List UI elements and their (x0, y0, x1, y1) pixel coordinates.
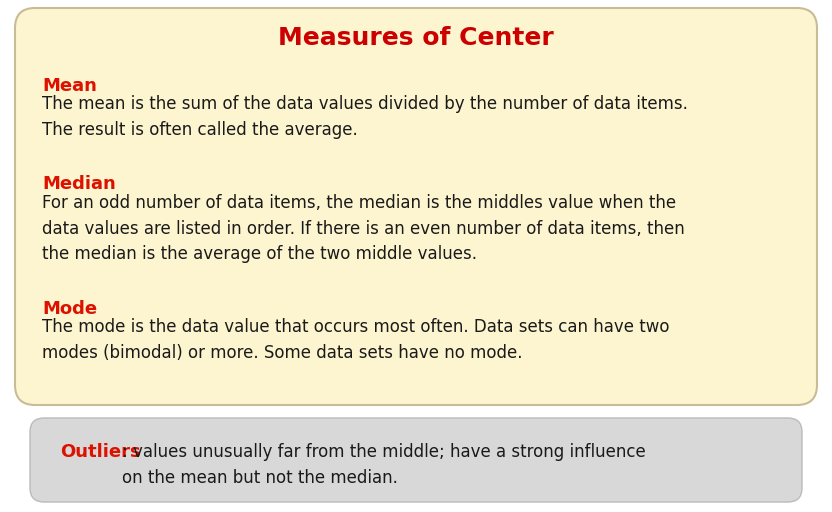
Text: Mode: Mode (42, 300, 97, 318)
Text: Outliers: Outliers (60, 443, 141, 461)
Text: : values unusually far from the middle; have a strong influence
on the mean but : : values unusually far from the middle; … (122, 443, 646, 487)
Text: Median: Median (42, 175, 116, 193)
FancyBboxPatch shape (30, 418, 802, 502)
Text: Mean: Mean (42, 77, 97, 95)
Text: The mode is the data value that occurs most often. Data sets can have two
modes : The mode is the data value that occurs m… (42, 318, 670, 361)
Text: Measures of Center: Measures of Center (278, 26, 554, 50)
Text: For an odd number of data items, the median is the middles value when the
data v: For an odd number of data items, the med… (42, 194, 685, 263)
Text: The mean is the sum of the data values divided by the number of data items.
The : The mean is the sum of the data values d… (42, 95, 688, 139)
FancyBboxPatch shape (15, 8, 817, 405)
